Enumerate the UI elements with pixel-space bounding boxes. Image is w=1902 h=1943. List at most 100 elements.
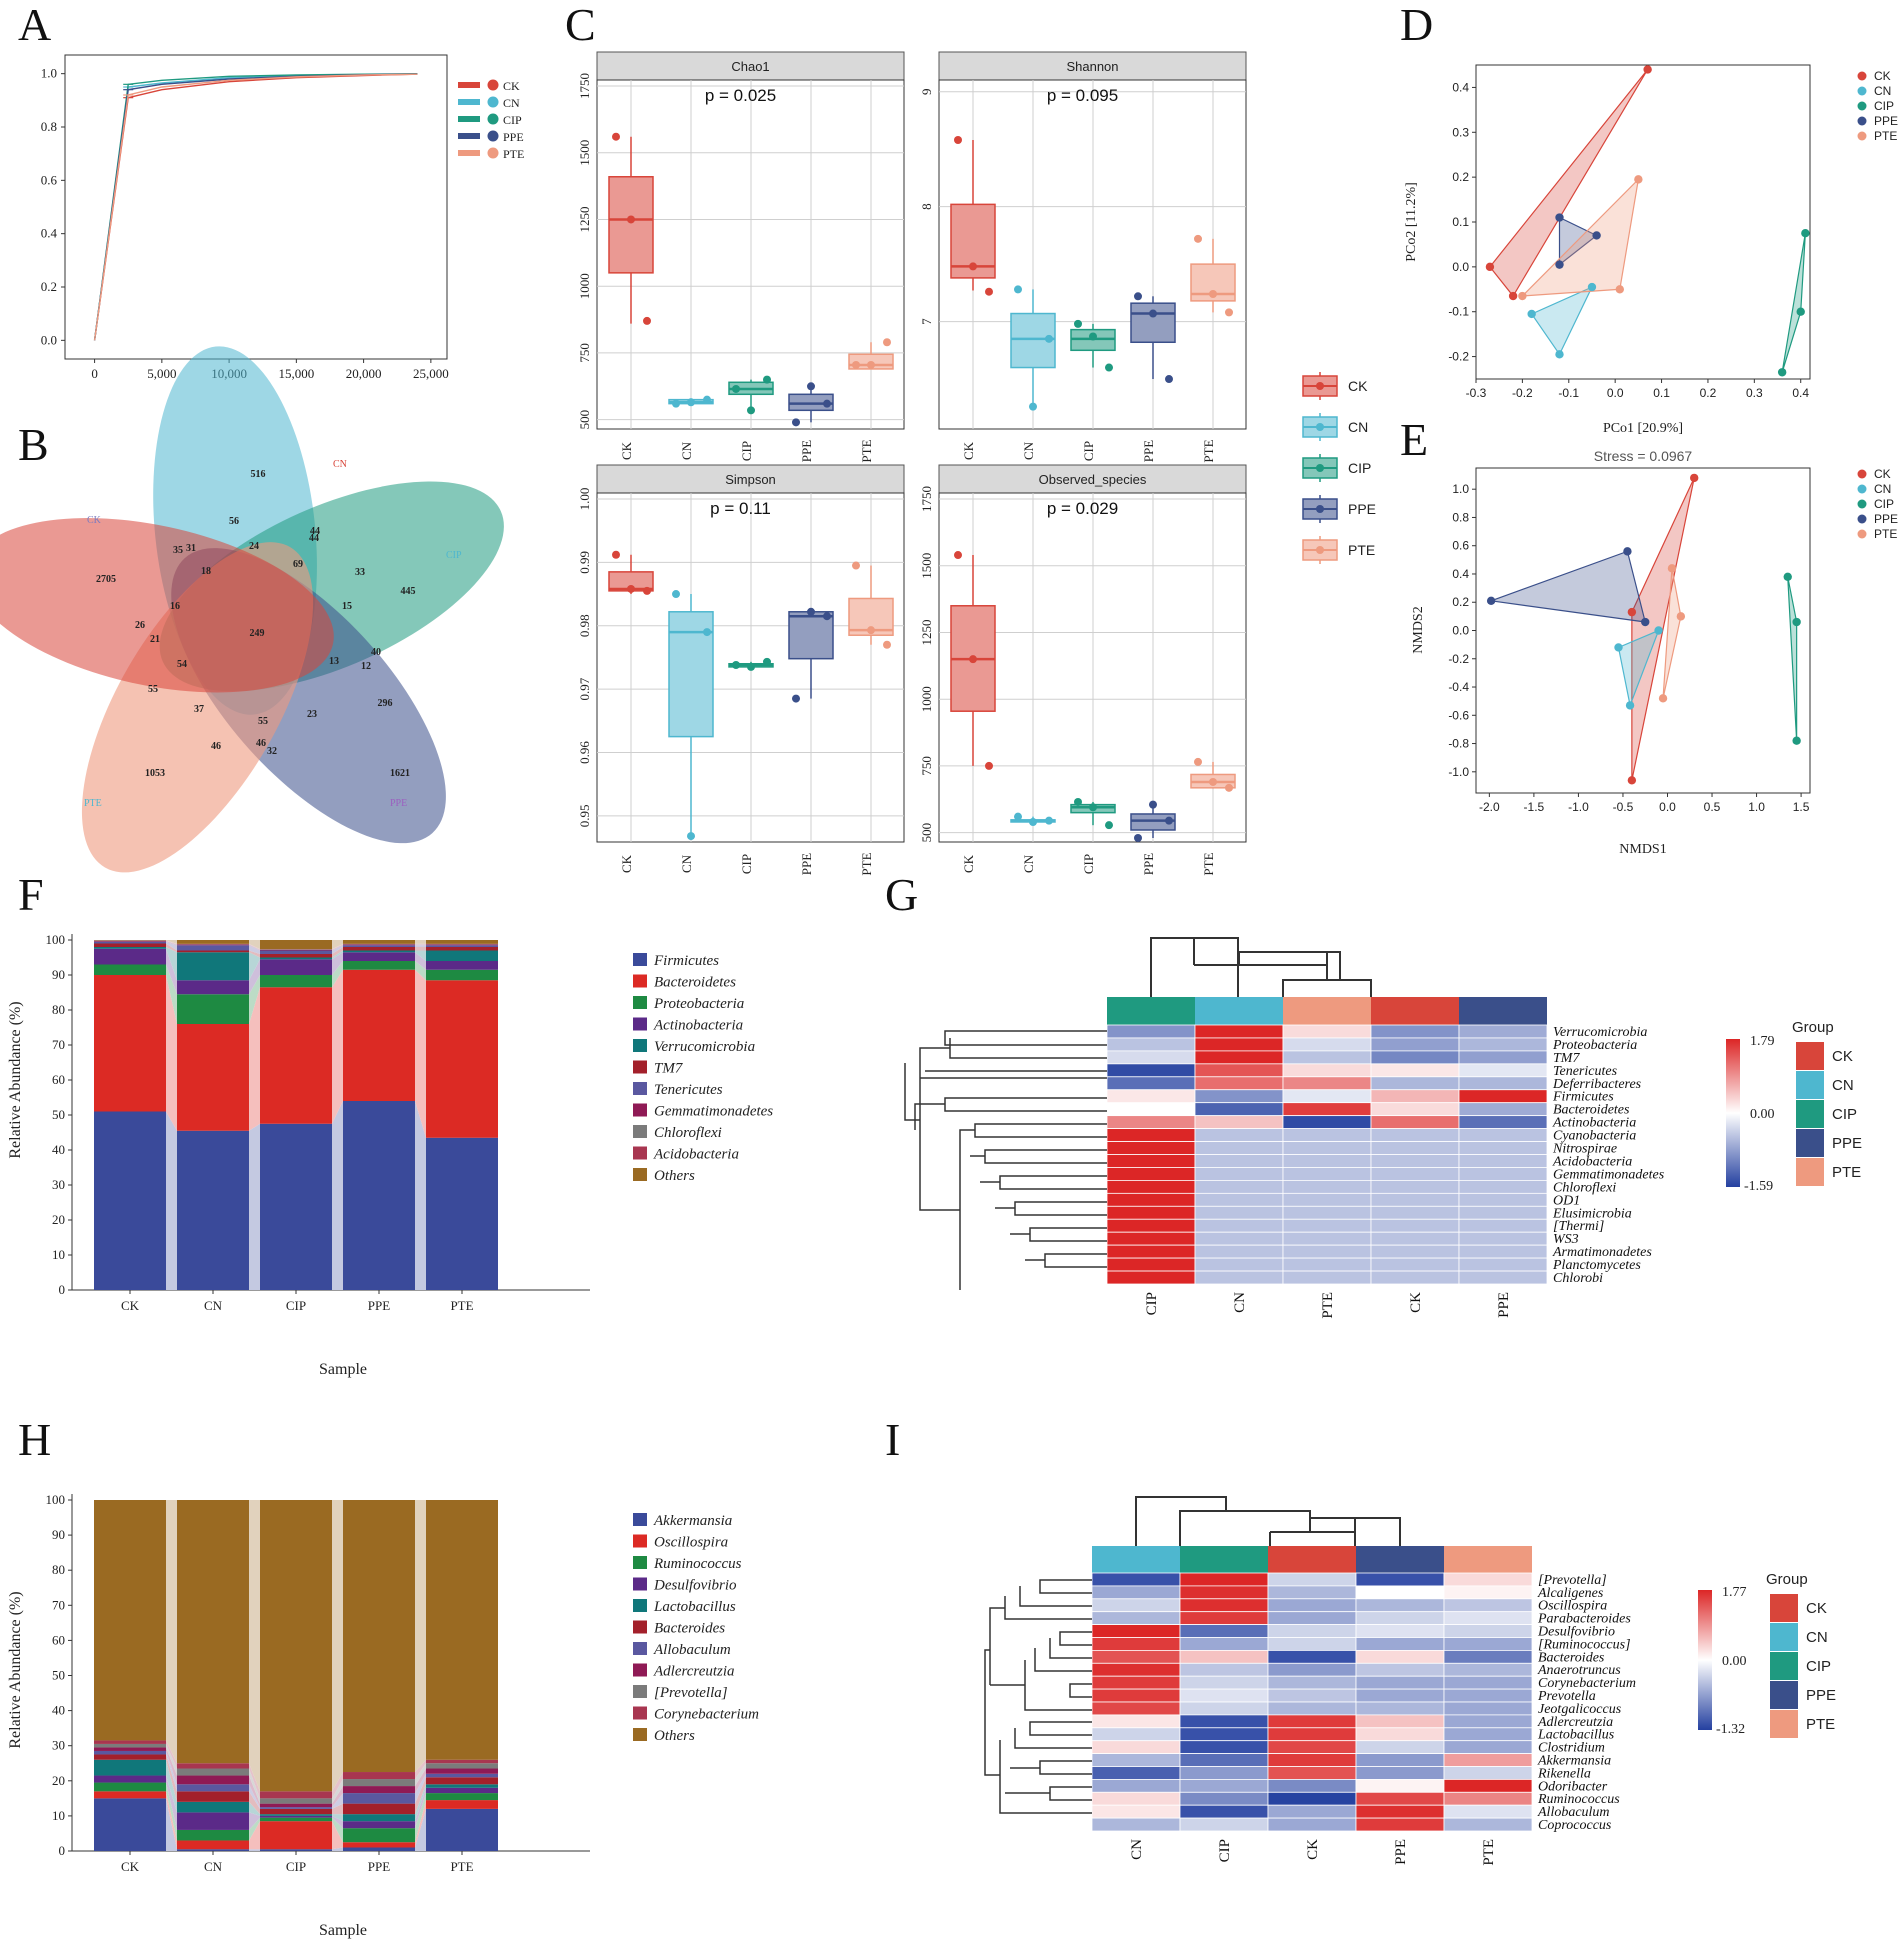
data-point bbox=[627, 215, 635, 224]
legend-swatch bbox=[633, 996, 647, 1009]
heat-cell bbox=[1106, 1192, 1196, 1207]
heat-cell bbox=[1106, 1063, 1196, 1078]
heat-cell bbox=[1443, 1650, 1533, 1664]
hull-ppe bbox=[1558, 216, 1598, 266]
flow-band bbox=[332, 945, 343, 954]
legend-dot-cip bbox=[1857, 499, 1867, 509]
heat-cell bbox=[1106, 1257, 1196, 1272]
heat-cell bbox=[1179, 1740, 1269, 1754]
point-pte bbox=[1634, 175, 1643, 184]
legend-label-ck: CK bbox=[1874, 69, 1891, 83]
data-point bbox=[1209, 777, 1217, 786]
flow-band bbox=[166, 940, 177, 945]
y-tick-label: 9 bbox=[919, 88, 934, 95]
column-label: CIP bbox=[1217, 1839, 1233, 1862]
flow-band bbox=[166, 1798, 177, 1851]
hull-pte bbox=[1662, 568, 1682, 699]
heat-cell bbox=[1282, 1167, 1372, 1181]
heat-cell bbox=[1106, 1102, 1196, 1117]
heat-cell bbox=[1282, 1270, 1372, 1285]
row-label: WS3 bbox=[1553, 1232, 1579, 1247]
bar-segment-others bbox=[177, 1500, 249, 1764]
bar-segment-bacteroidetes bbox=[177, 1024, 249, 1131]
bar-segment-tm7 bbox=[177, 950, 249, 953]
point-ck bbox=[1627, 607, 1637, 617]
row-label: Bacteroidetes bbox=[1553, 1103, 1630, 1118]
scale-mid-label: 0.00 bbox=[1750, 1107, 1775, 1122]
y-tick-label: 1000 bbox=[577, 273, 592, 299]
x-tick-label: 0.2 bbox=[1700, 386, 1717, 400]
legend-swatch bbox=[633, 1060, 647, 1074]
column-label: PTE bbox=[1481, 1839, 1497, 1866]
box-ppe bbox=[1130, 302, 1176, 344]
heat-cell bbox=[1267, 1585, 1357, 1600]
flow-band bbox=[166, 1500, 177, 1764]
venn-label-ck: CK bbox=[87, 515, 102, 526]
flow-band bbox=[249, 940, 260, 950]
data-point bbox=[687, 832, 695, 841]
venn-count: 16 bbox=[170, 601, 180, 612]
legend-dot-cn bbox=[1857, 484, 1867, 494]
heat-cell bbox=[1194, 1205, 1284, 1220]
bar-segment-firmicutes bbox=[426, 1137, 498, 1290]
bar-segment-lactobacillus bbox=[260, 1814, 332, 1816]
legend-swatch bbox=[633, 1039, 647, 1052]
bar-segment-others bbox=[94, 1500, 166, 1741]
heat-cell bbox=[1443, 1817, 1533, 1832]
legend-label-cn: CN bbox=[1348, 419, 1368, 435]
heat-cell bbox=[1091, 1624, 1181, 1638]
y-tick-label: -0.2 bbox=[1448, 652, 1469, 666]
legend-swatch bbox=[633, 1103, 647, 1117]
data-point bbox=[1134, 292, 1142, 301]
data-point bbox=[703, 395, 711, 404]
venn-count: 1621 bbox=[390, 768, 410, 779]
panel-letters: A B C D E F G H I bbox=[18, 0, 1433, 1465]
genus-stacked-bar: 0 10 20 30 40 50 60 70 80 90 100 CK CN CIP PPE PTE Samp… bbox=[7, 1492, 759, 1939]
legend-dot bbox=[1316, 464, 1324, 472]
data-point bbox=[672, 590, 680, 599]
heat-cell bbox=[1267, 1675, 1357, 1690]
point-cip bbox=[1777, 368, 1787, 377]
flow-band bbox=[249, 1500, 260, 1792]
bar-segment-prevotella bbox=[343, 1779, 415, 1787]
legend-swatch bbox=[633, 1599, 647, 1612]
data-point bbox=[1165, 816, 1173, 825]
legend-swatch bbox=[633, 1125, 647, 1138]
y-tick-label: 0.4 bbox=[1452, 80, 1469, 94]
bar-segment-lactobacillus bbox=[343, 1814, 415, 1822]
legend-swatch bbox=[633, 1706, 647, 1720]
heat-cell bbox=[1458, 1218, 1548, 1233]
column-group-bar-ppe bbox=[1459, 997, 1547, 1025]
group-swatch-cn bbox=[1770, 1623, 1798, 1651]
legend-swatch bbox=[633, 1663, 647, 1677]
stress-title: Stress = 0.0967 bbox=[1594, 448, 1693, 464]
heat-cell bbox=[1458, 1180, 1548, 1194]
bar-segment-actinobacteria bbox=[260, 959, 332, 975]
data-point bbox=[883, 338, 891, 347]
data-point bbox=[612, 132, 620, 141]
heat-cell bbox=[1194, 1063, 1284, 1078]
bar-segment-desulfovibrio bbox=[426, 1787, 498, 1794]
y-tick-label: 20 bbox=[52, 1212, 65, 1227]
group-swatch-pte bbox=[1796, 1158, 1824, 1186]
legend-label: Corynebacterium bbox=[654, 1707, 759, 1723]
heat-cell bbox=[1091, 1753, 1181, 1767]
row-label: Planctomycetes bbox=[1552, 1258, 1641, 1273]
data-point bbox=[852, 360, 860, 369]
bar-segment-tenericutes bbox=[426, 945, 498, 947]
point-cip bbox=[1783, 572, 1792, 582]
flow-band bbox=[166, 1747, 177, 1785]
bar-segment-prevotella bbox=[177, 1768, 249, 1776]
legend-label: Adlercreutzia bbox=[653, 1664, 735, 1680]
axis-ticks: 0.00.20.40.60.81.005,00010,00015,00020,0… bbox=[41, 66, 449, 381]
bar-segment-lactobacillus bbox=[426, 1784, 498, 1788]
legend-label-cip: CIP bbox=[1874, 497, 1894, 511]
bar-segment-corynebacterium bbox=[343, 1772, 415, 1780]
legend-label: Acidobacteria bbox=[653, 1147, 739, 1163]
group-label-cip: CIP bbox=[1832, 1106, 1857, 1123]
heat-cell bbox=[1458, 1167, 1548, 1181]
venn-label-cn: CN bbox=[333, 459, 347, 470]
panel-label-h: H bbox=[18, 1414, 51, 1465]
y-tick-label: -0.2 bbox=[1448, 350, 1469, 364]
x-tick-label: CK bbox=[619, 441, 634, 460]
